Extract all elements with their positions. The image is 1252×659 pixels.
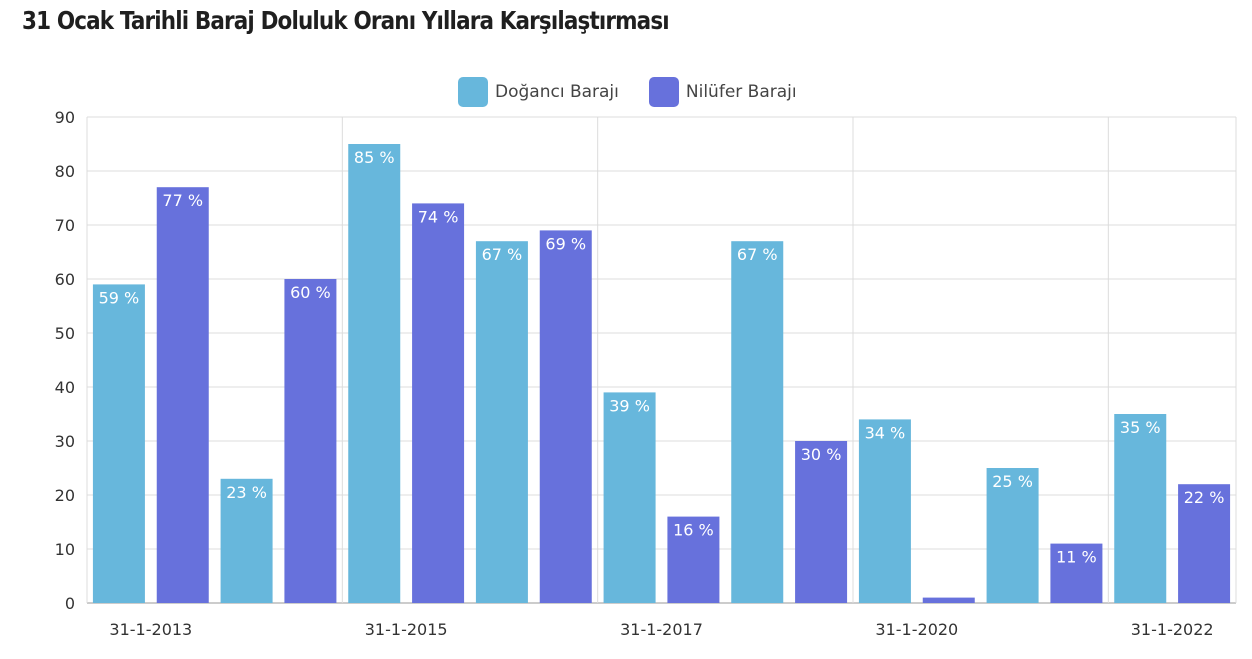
y-tick-label: 10 — [55, 540, 75, 559]
bar — [156, 187, 209, 603]
legend: Doğancı Barajı Nilüfer Barajı — [458, 77, 827, 107]
bar — [667, 516, 720, 603]
x-tick-label: 31-1-2022 — [1131, 620, 1214, 639]
bar — [858, 419, 911, 603]
bar-value-label: 22 % — [1184, 488, 1225, 507]
legend-item-dogancı[interactable]: Doğancı Barajı — [458, 77, 619, 107]
bar — [1050, 543, 1103, 603]
legend-label-dogancı: Doğancı Barajı — [495, 82, 619, 102]
bar-value-label: 69 % — [545, 234, 586, 253]
bar-value-label: 74 % — [418, 207, 459, 226]
y-tick-label: 40 — [55, 378, 75, 397]
bar-value-label: 60 % — [290, 283, 331, 302]
chart-title: 31 Ocak Tarihli Baraj Doluluk Oranı Yıll… — [22, 6, 670, 35]
bar — [986, 468, 1039, 603]
y-tick-label: 90 — [55, 108, 75, 127]
bar — [795, 441, 848, 603]
y-tick-label: 50 — [55, 324, 75, 343]
bar-value-label: 85 % — [354, 148, 395, 167]
y-tick-label: 20 — [55, 486, 75, 505]
x-tick-label: 31-1-2020 — [875, 620, 958, 639]
bar-value-label: 39 % — [609, 396, 650, 415]
bar-value-label: 23 % — [226, 483, 267, 502]
x-tick-label: 31-1-2017 — [620, 620, 703, 639]
bar-value-label: 11 % — [1056, 548, 1097, 567]
bar-value-label: 67 % — [737, 245, 778, 264]
y-tick-label: 0 — [65, 594, 75, 613]
x-tick-label: 31-1-2013 — [109, 620, 192, 639]
bar-value-label: 67 % — [482, 245, 523, 264]
bar — [603, 392, 656, 603]
y-tick-label: 30 — [55, 432, 75, 451]
legend-label-nilufer: Nilüfer Barajı — [685, 82, 797, 102]
bar-value-label: 59 % — [99, 288, 140, 307]
bar — [539, 230, 592, 603]
bar — [731, 241, 784, 603]
bar — [92, 284, 145, 603]
bar — [348, 144, 401, 603]
bar-value-label: 30 % — [801, 445, 842, 464]
y-tick-label: 70 — [55, 216, 75, 235]
y-tick-label: 80 — [55, 162, 75, 181]
bar — [922, 597, 975, 603]
y-tick-label: 60 — [55, 270, 75, 289]
bar — [220, 478, 273, 603]
bar — [475, 241, 528, 603]
bar — [1114, 414, 1167, 603]
legend-swatch-dogancı — [458, 77, 488, 107]
x-tick-label: 31-1-2015 — [365, 620, 448, 639]
bar-value-label: 34 % — [865, 423, 906, 442]
bar — [412, 203, 465, 603]
bar-value-label: 1 % — [934, 602, 964, 621]
legend-swatch-nilufer — [648, 77, 679, 107]
bar — [1178, 484, 1231, 603]
bar-value-label: 35 % — [1120, 418, 1161, 437]
bar-value-label: 77 % — [162, 191, 203, 210]
bar-value-label: 25 % — [992, 472, 1033, 491]
bar — [284, 279, 337, 603]
legend-item-nilufer[interactable]: Nilüfer Barajı — [648, 77, 797, 107]
bar-value-label: 16 % — [673, 521, 714, 540]
